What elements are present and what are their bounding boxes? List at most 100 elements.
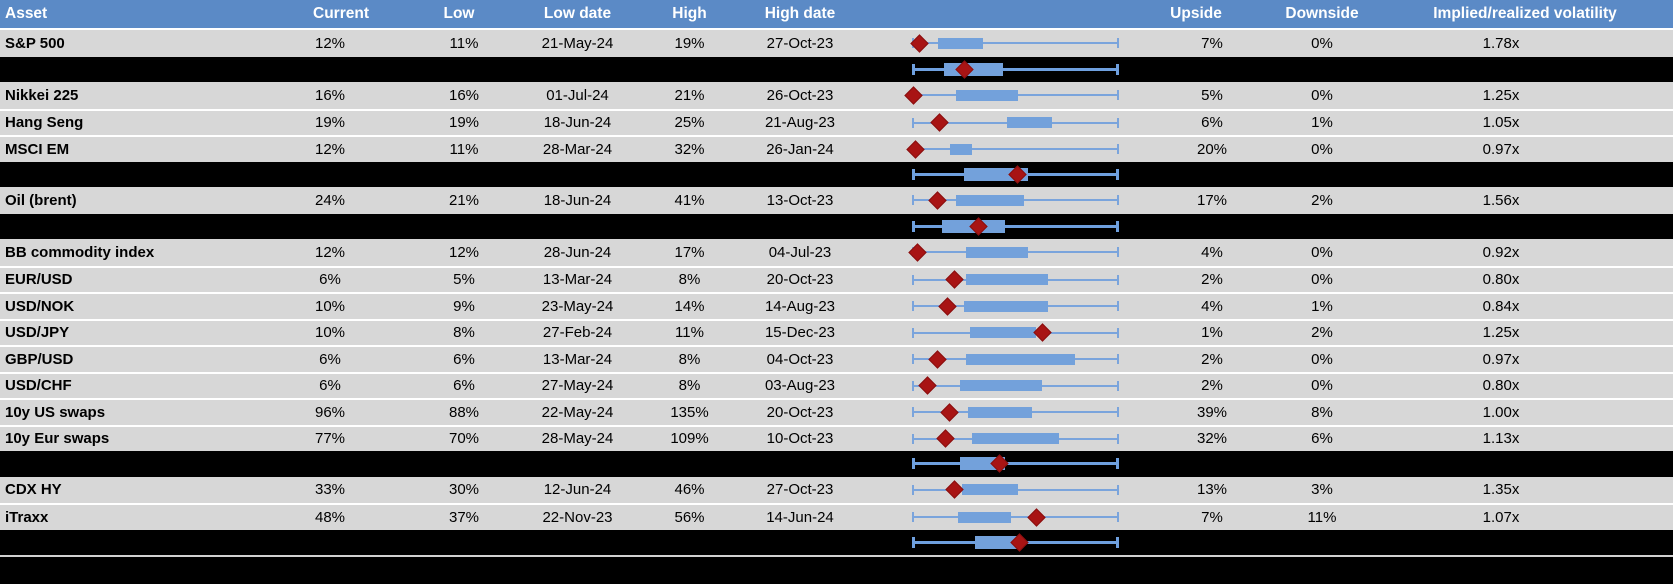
volatility-range-boxplot [855,451,1125,477]
table-header-row: Asset Current Low Low date High High dat… [0,0,1673,30]
boxplot-whisker [913,462,1118,466]
high-date-value: 04-Jul-23 [768,243,832,261]
boxplot-whisker [913,148,1118,151]
low-date-value: 28-Mar-24 [542,140,613,158]
boxplot-axis [912,111,1119,136]
upside-value: 2% [1201,377,1223,395]
high-date-value: 27-Oct-23 [766,34,834,52]
asset-name [0,57,285,83]
implied-realized-volatility-value: 0.97x [1482,350,1520,368]
volatility-range-boxplot [855,477,1125,504]
current-value: 12% [314,140,346,158]
low-date-value: 01-Jul-24 [546,86,609,104]
boxplot-axis [912,427,1119,452]
low-value: 11% [449,34,479,52]
low-value: 88% [448,403,480,421]
boxplot-max-cap [1117,90,1119,101]
high-value: 11% [675,324,704,342]
upside-value: 32% [1196,430,1228,448]
current-value: 77% [314,430,346,448]
current-marker-diamond [907,243,927,262]
current-value: 6% [319,271,341,289]
asset-name: USD/CHF [5,377,72,395]
current-marker-diamond [909,34,929,53]
table-row [0,451,1673,477]
boxplot-min-cap [912,195,914,206]
volatility-range-boxplot [855,187,1125,214]
implied-realized-volatility-value: 1.00x [1482,403,1520,421]
high-date-value [745,162,855,188]
boxplot-max-cap [1117,38,1119,49]
upside-value [1125,451,1267,477]
low-date-value [521,530,634,556]
boxplot-box [956,194,1024,206]
boxplot-max-cap [1117,195,1119,206]
column-header-upside: Upside [1170,5,1222,22]
current-marker-diamond [928,350,947,369]
downside-value [1267,214,1377,240]
high-date-value [745,451,855,477]
upside-value: 4% [1201,297,1223,315]
boxplot-box [970,327,1036,339]
table-row: 10y Eur swaps 77% 70% 28-May-24 109% 10-… [0,424,1673,452]
volatility-range-boxplot [855,268,1125,293]
boxplot-box [966,274,1049,286]
downside-value: 11% [1307,508,1337,526]
current-value [285,214,397,240]
asset-name [0,214,285,240]
downside-value [1267,530,1377,556]
boxplot-max-cap [1117,380,1119,391]
table-row: iTraxx 48% 37% 22-Nov-23 56% 14-Jun-24 7… [0,503,1673,530]
implied-realized-volatility-value [1377,57,1673,83]
table-row: Hang Seng 19% 19% 18-Jun-24 25% 21-Aug-2… [0,108,1673,136]
downside-value: 0% [1311,377,1333,395]
high-date-value: 26-Jan-24 [766,140,834,158]
low-value: 21% [448,191,480,209]
boxplot-axis [912,321,1119,346]
low-value: 37% [448,508,480,526]
volatility-range-boxplot [855,374,1125,399]
high-value: 17% [674,243,705,261]
current-value [285,57,397,83]
high-value [634,214,745,240]
upside-value: 17% [1196,191,1228,209]
high-value: 32% [674,140,705,158]
boxplot-box [972,433,1059,445]
upside-value: 7% [1201,34,1223,52]
low-value: 9% [453,297,475,315]
table-row: CDX HY 33% 30% 12-Jun-24 46% 27-Oct-23 1… [0,476,1673,504]
boxplot-min-cap [912,220,915,232]
footer-divider-line [0,555,1673,557]
volatility-range-boxplot [855,505,1125,530]
current-value: 10% [314,324,346,342]
table-row [0,161,1673,188]
footer-black-band [0,557,1673,584]
current-marker-diamond [1026,508,1046,527]
boxplot-axis [912,477,1119,504]
implied-realized-volatility-value: 1.35x [1482,481,1520,499]
table-row: Oil (brent) 24% 21% 18-Jun-24 41% 13-Oct… [0,187,1673,214]
implied-realized-volatility-value [1377,530,1673,556]
boxplot-whisker [913,516,1118,519]
high-value: 25% [674,114,705,132]
asset-name: Hang Seng [5,114,84,132]
implied-realized-volatility-value: 1.05x [1482,114,1520,132]
table-row: 10y US swaps 96% 88% 22-May-24 135% 20-O… [0,398,1673,425]
boxplot-box [949,143,973,155]
asset-name [0,162,285,188]
low-date-value [521,451,634,477]
high-date-value: 26-Oct-23 [766,86,834,104]
table-row [0,56,1673,83]
boxplot-max-cap [1116,220,1119,232]
boxplot-min-cap [912,63,915,75]
boxplot-min-cap [912,354,914,365]
boxplot-max-cap [1117,433,1119,444]
asset-name [0,530,285,556]
boxplot-max-cap [1116,63,1119,75]
current-value [285,530,397,556]
boxplot-box [966,353,1075,365]
boxplot-max-cap [1117,484,1119,495]
implied-realized-volatility-value: 0.80x [1482,271,1520,289]
asset-name: S&P 500 [5,34,65,52]
boxplot-axis [903,82,1119,109]
